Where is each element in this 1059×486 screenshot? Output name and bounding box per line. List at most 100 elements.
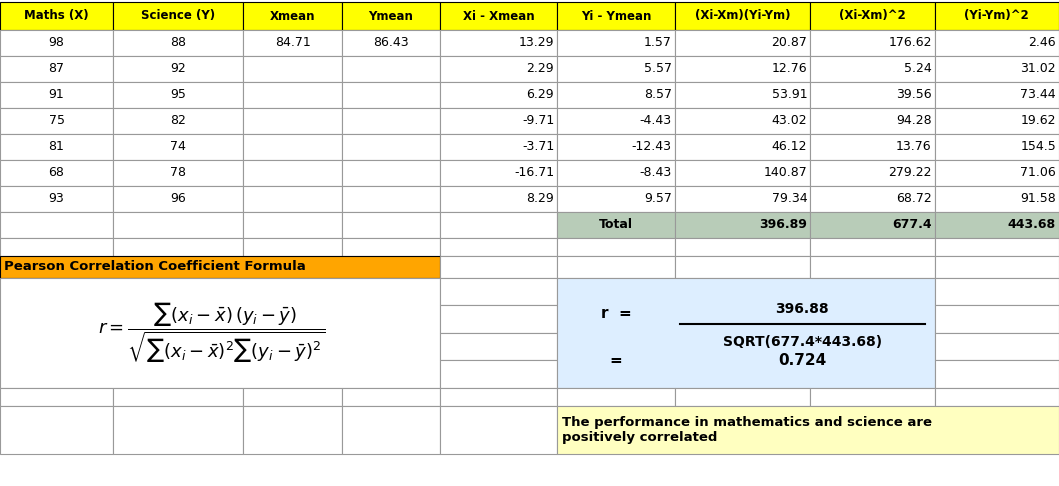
Bar (810, 238, 935, 256)
Text: 92: 92 (170, 63, 186, 75)
Bar (810, 134, 935, 160)
Bar (810, 82, 935, 108)
Text: r  =: r = (600, 306, 631, 321)
Bar (243, 238, 342, 256)
Bar (935, 160, 1059, 186)
Bar (0, 108, 113, 134)
Bar (439, 82, 557, 108)
Bar (810, 186, 935, 212)
Text: 82: 82 (170, 115, 186, 127)
Bar (439, 388, 557, 406)
Text: -8.43: -8.43 (640, 167, 671, 179)
Text: 79.34: 79.34 (772, 192, 807, 206)
Text: 0.724: 0.724 (778, 353, 826, 368)
Bar (243, 2, 342, 30)
Text: 86.43: 86.43 (373, 36, 409, 50)
Text: 39.56: 39.56 (896, 88, 932, 102)
Bar (0, 388, 113, 406)
Bar (243, 134, 342, 160)
Text: 396.89: 396.89 (759, 219, 807, 231)
Bar (935, 212, 1059, 238)
Bar (243, 30, 342, 56)
Bar (557, 30, 675, 56)
Text: 12.76: 12.76 (772, 63, 807, 75)
Bar (935, 256, 1059, 278)
Bar (675, 256, 810, 278)
Bar (557, 2, 675, 30)
Text: 93: 93 (49, 192, 65, 206)
Bar (557, 238, 675, 256)
Text: 68.72: 68.72 (896, 192, 932, 206)
Bar (342, 108, 439, 134)
Bar (113, 160, 243, 186)
Bar (113, 108, 243, 134)
Text: 5.24: 5.24 (904, 63, 932, 75)
Bar (113, 406, 243, 454)
Text: 8.29: 8.29 (526, 192, 554, 206)
Bar (675, 108, 810, 134)
Text: -9.71: -9.71 (522, 115, 554, 127)
Text: 6.29: 6.29 (526, 88, 554, 102)
Text: 396.88: 396.88 (775, 302, 829, 316)
Bar (557, 388, 675, 406)
Text: 20.87: 20.87 (771, 36, 807, 50)
Bar (439, 333, 557, 361)
Bar (342, 30, 439, 56)
Bar (675, 388, 810, 406)
Text: 84.71: 84.71 (275, 36, 310, 50)
Text: 95: 95 (170, 88, 186, 102)
Bar (935, 2, 1059, 30)
Bar (557, 56, 675, 82)
Bar (935, 56, 1059, 82)
Bar (439, 238, 557, 256)
Bar (439, 56, 557, 82)
Bar (113, 30, 243, 56)
Bar (342, 186, 439, 212)
Bar (935, 278, 1059, 306)
Bar (675, 2, 810, 30)
Bar (810, 56, 935, 82)
Text: Maths (X): Maths (X) (24, 10, 89, 22)
Text: 154.5: 154.5 (1020, 140, 1056, 154)
Text: Pearson Correlation Coefficient Formula: Pearson Correlation Coefficient Formula (4, 260, 306, 274)
Text: =: = (610, 353, 623, 368)
Bar (439, 406, 557, 454)
Text: -4.43: -4.43 (640, 115, 671, 127)
Text: 78: 78 (170, 167, 186, 179)
Text: Xmean: Xmean (270, 10, 316, 22)
Bar (342, 160, 439, 186)
Text: 279.22: 279.22 (889, 167, 932, 179)
Bar (342, 82, 439, 108)
Text: 13.76: 13.76 (896, 140, 932, 154)
Text: -3.71: -3.71 (522, 140, 554, 154)
Bar (342, 388, 439, 406)
Bar (243, 160, 342, 186)
Bar (935, 306, 1059, 333)
Bar (113, 186, 243, 212)
Bar (0, 238, 113, 256)
Text: 53.91: 53.91 (772, 88, 807, 102)
Bar (113, 56, 243, 82)
Bar (243, 108, 342, 134)
Text: 96: 96 (170, 192, 186, 206)
Bar (810, 2, 935, 30)
Bar (935, 30, 1059, 56)
Bar (675, 186, 810, 212)
Text: 13.29: 13.29 (519, 36, 554, 50)
Bar (810, 212, 935, 238)
Bar (935, 333, 1059, 361)
Bar (935, 82, 1059, 108)
Bar (557, 278, 935, 388)
Text: 71.06: 71.06 (1020, 167, 1056, 179)
Bar (935, 108, 1059, 134)
Bar (935, 238, 1059, 256)
Text: The performance in mathematics and science are
positively correlated: The performance in mathematics and scien… (562, 416, 932, 444)
Bar (0, 186, 113, 212)
Bar (0, 160, 113, 186)
Text: 140.87: 140.87 (764, 167, 807, 179)
Text: Ymean: Ymean (369, 10, 413, 22)
Bar (675, 160, 810, 186)
Text: 75: 75 (49, 115, 65, 127)
Text: Xi - Xmean: Xi - Xmean (463, 10, 534, 22)
Text: 443.68: 443.68 (1008, 219, 1056, 231)
